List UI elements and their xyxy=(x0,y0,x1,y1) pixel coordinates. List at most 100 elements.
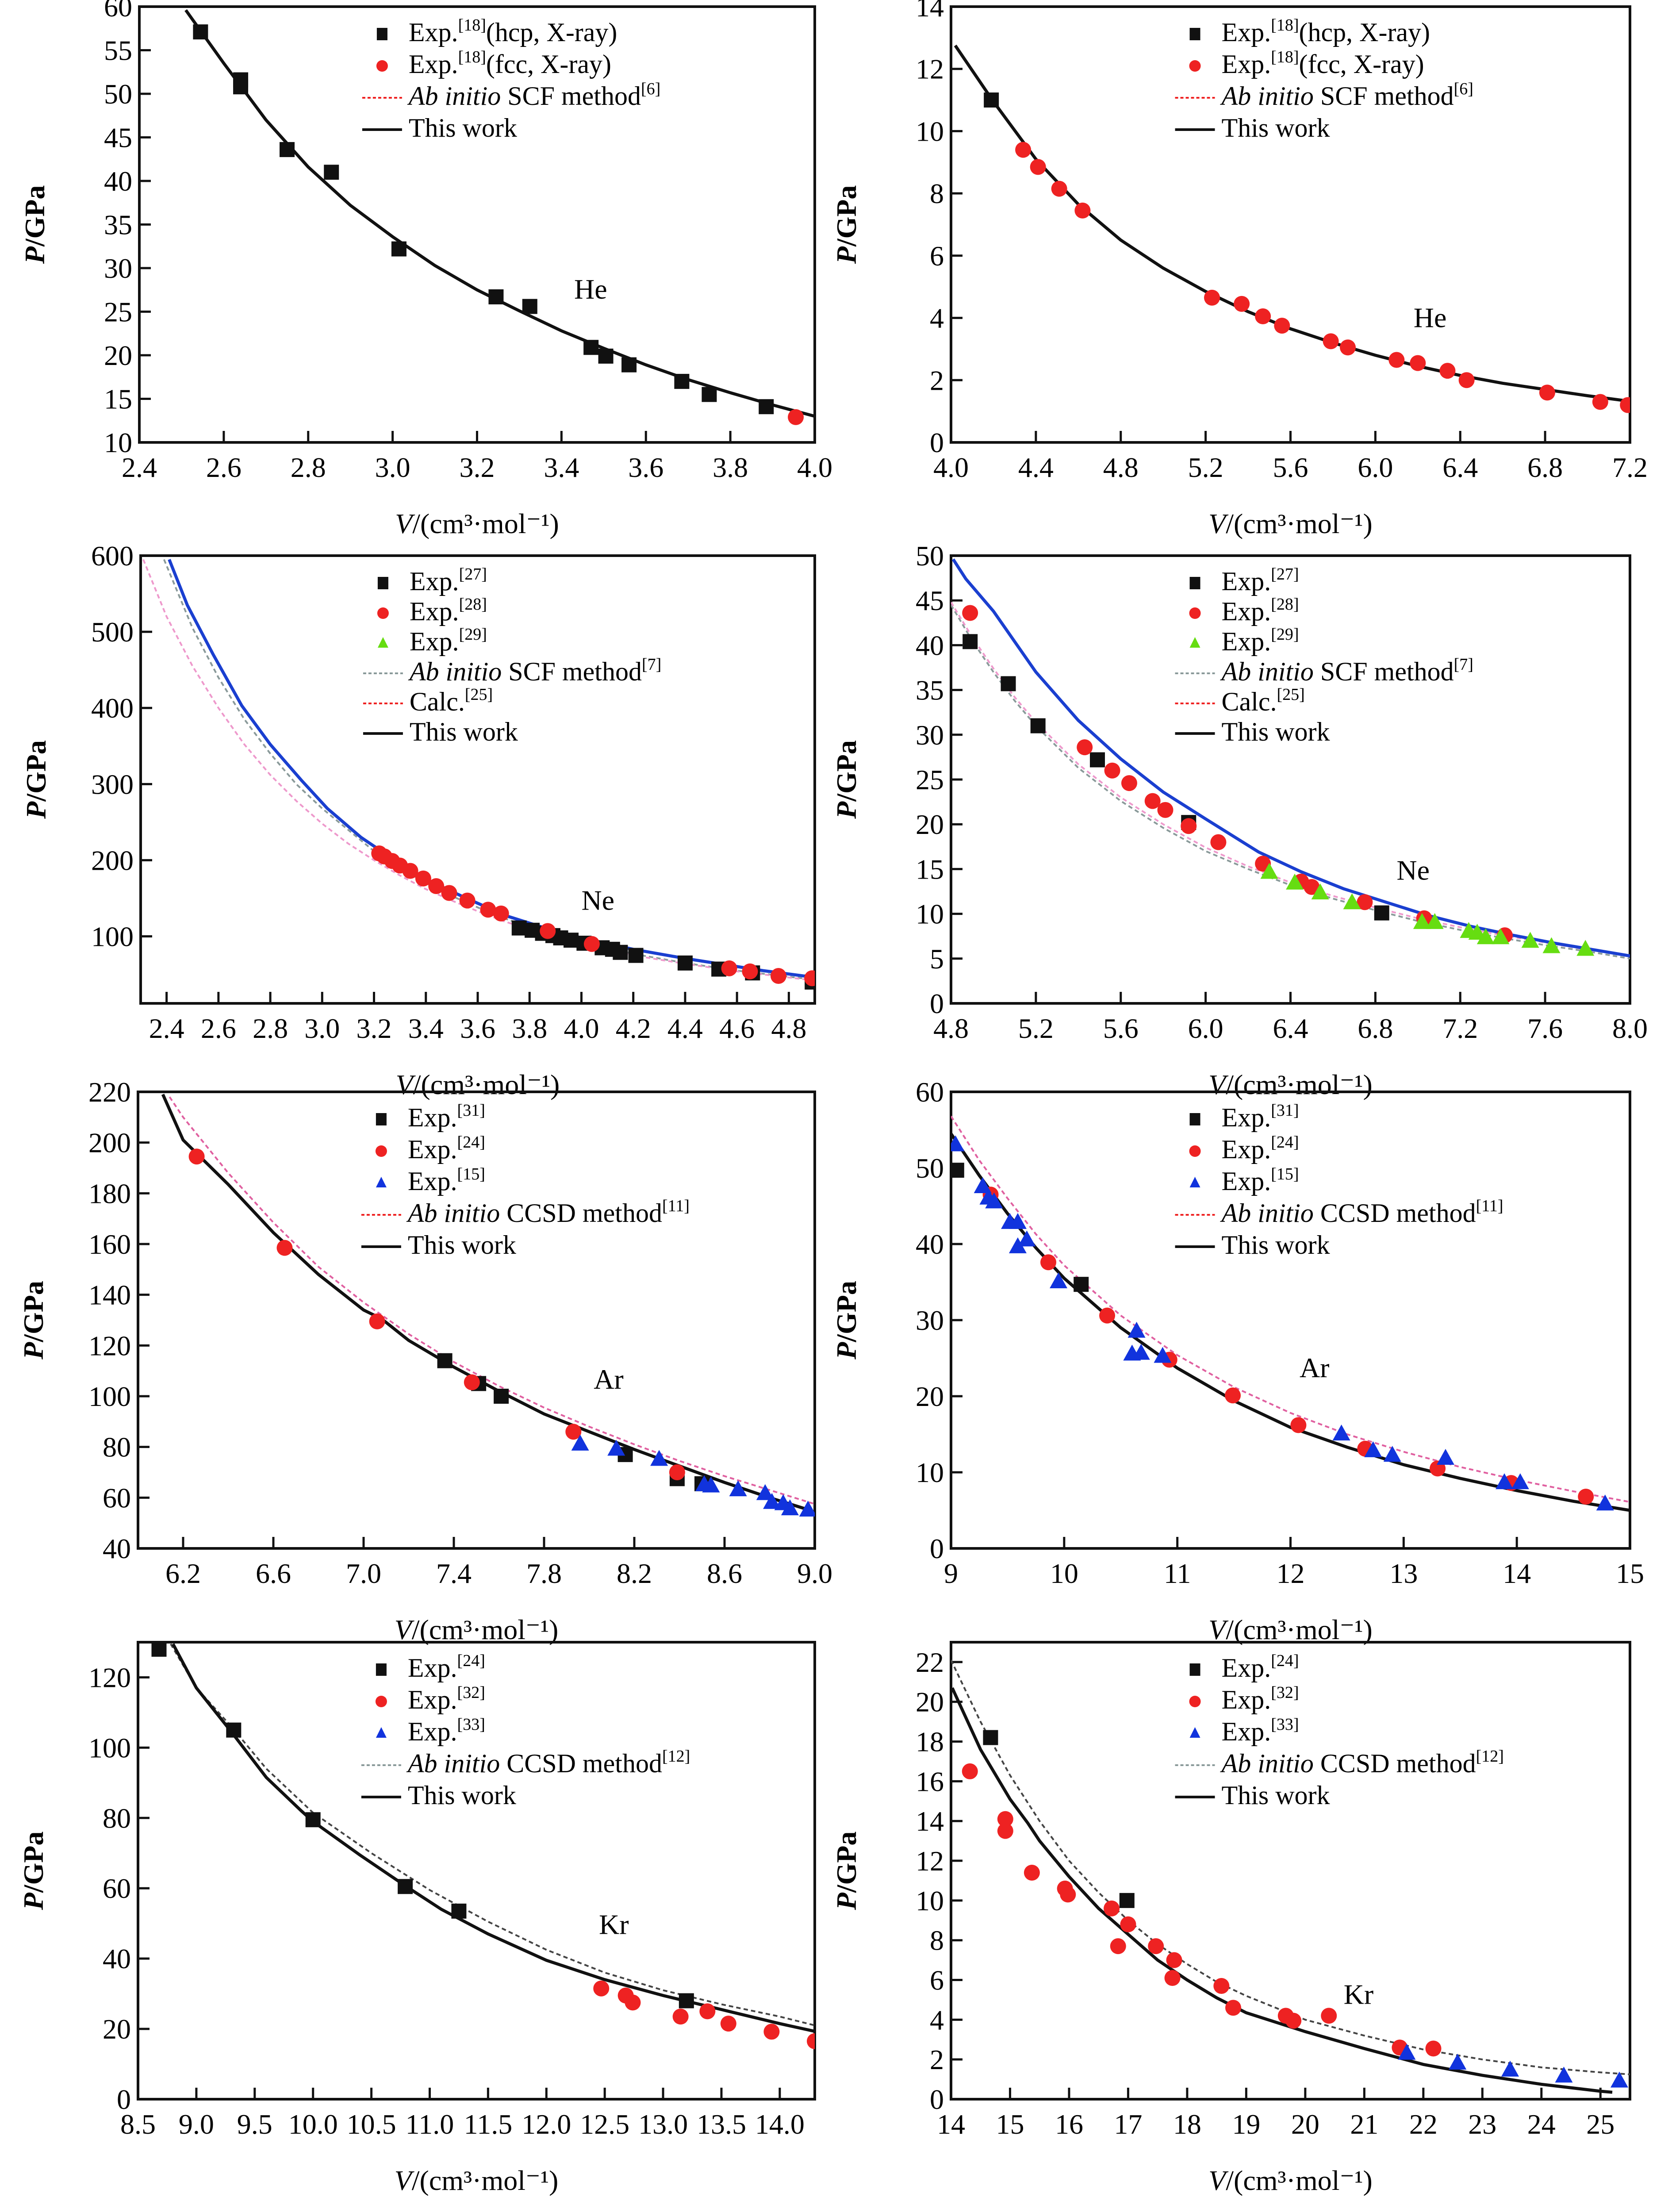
legend-text: Exp. xyxy=(1222,1167,1271,1196)
data-point-circle xyxy=(763,2024,780,2040)
y-axis-var: P xyxy=(19,246,50,264)
data-point-circle xyxy=(1210,834,1227,850)
x-tick-label: 23 xyxy=(1468,2108,1496,2140)
y-tick-label: 0 xyxy=(930,988,944,1019)
data-point-square xyxy=(324,165,339,180)
y-axis-label: P/GPa xyxy=(18,1281,49,1360)
y-tick-label: 15 xyxy=(104,384,132,415)
data-point-circle xyxy=(1157,802,1173,818)
legend-text: This work xyxy=(409,113,517,142)
x-axis-label: V/(cm³·mol⁻¹) xyxy=(1208,1069,1373,1100)
legend-entry: This work xyxy=(361,1781,516,1810)
y-tick-label: 4 xyxy=(930,303,944,334)
data-point-circle xyxy=(1458,372,1475,388)
legend-ref: [32] xyxy=(1271,1683,1299,1702)
legend-label: Calc.[25] xyxy=(1222,685,1305,716)
legend-ref: [7] xyxy=(642,655,661,674)
legend-ref: [11] xyxy=(1476,1197,1503,1215)
x-axis-var: V xyxy=(1208,2165,1229,2196)
legend-text: Exp. xyxy=(1222,1653,1271,1682)
x-tick-label: 7.2 xyxy=(1612,452,1648,483)
chart-he-low: 4.0 4.4 4.8 5.2 5.6 6.0 6.4 6.8 7.202468101214V/… xyxy=(831,0,1648,539)
legend-entry: Ab initio CCSD method[11] xyxy=(1175,1197,1503,1228)
x-tick-label: 16 xyxy=(1055,2108,1083,2140)
y-tick-label: 50 xyxy=(916,540,944,572)
y-tick-label: 20 xyxy=(916,1686,944,1718)
data-point-triangle xyxy=(1596,1494,1614,1511)
legend-entry: Exp.[32] xyxy=(1189,1683,1299,1714)
x-tick-label: 14 xyxy=(1503,1558,1531,1589)
y-tick-label: 200 xyxy=(88,1127,131,1159)
data-point-circle xyxy=(1040,1254,1057,1271)
x-axis-label: V/(cm³·mol⁻¹) xyxy=(1208,508,1373,539)
data-point-square xyxy=(494,1389,509,1404)
legend-text: CCSD method xyxy=(500,1198,662,1228)
data-point-circle xyxy=(1164,1970,1181,1986)
legend-ref: [27] xyxy=(459,565,487,584)
data-point-triangle xyxy=(1501,2060,1519,2077)
y-tick-label: 120 xyxy=(88,1662,131,1693)
x-tick-label: 8.0 xyxy=(1612,1013,1648,1044)
data-point-circle xyxy=(1144,793,1161,809)
legend-triangle-icon xyxy=(1189,1177,1200,1187)
data-point-square xyxy=(1001,676,1016,691)
legend-text: Exp. xyxy=(1222,1135,1271,1164)
data-point-triangle xyxy=(1413,913,1431,929)
y-tick-label: 30 xyxy=(104,253,132,284)
legend-circle-icon xyxy=(375,1696,387,1707)
x-tick-label: 4.6 xyxy=(719,1013,755,1044)
y-tick-label: 100 xyxy=(88,1732,131,1763)
legend-ref: [29] xyxy=(1271,625,1299,644)
y-tick-label: 14 xyxy=(916,1805,944,1837)
x-tick-label: 6.8 xyxy=(1358,1013,1393,1044)
legend-label: Ab initio SCF method[6] xyxy=(407,80,660,111)
data-point-square xyxy=(679,1993,694,2008)
data-point-square xyxy=(151,1642,167,1657)
legend-text: Exp. xyxy=(410,597,459,626)
x-tick-label: 9.0 xyxy=(179,2108,214,2140)
legend-triangle-icon xyxy=(376,1727,387,1738)
data-point-triangle xyxy=(1127,1321,1146,1338)
legend-text: Exp. xyxy=(1222,1103,1271,1132)
data-point-circle xyxy=(1148,1938,1164,1955)
data-point-circle xyxy=(1578,1489,1594,1505)
legend-label: Exp.[18](hcp, X-ray) xyxy=(409,16,617,47)
legend-text: This work xyxy=(408,1230,516,1260)
legend-label: Ab initio SCF method[6] xyxy=(1220,80,1473,111)
legend-label: This work xyxy=(1222,717,1330,746)
x-tick-label: 7.0 xyxy=(346,1558,381,1589)
x-tick-label: 19 xyxy=(1232,2108,1260,2140)
legend-text: Exp. xyxy=(1222,567,1271,596)
legend-entry: Exp.[24] xyxy=(375,1133,485,1164)
y-axis-var: P xyxy=(20,801,52,819)
data-point-circle xyxy=(1030,159,1046,175)
data-point-circle xyxy=(1110,1938,1126,1955)
x-axis-label: V/(cm³·mol⁻¹) xyxy=(395,2165,559,2196)
y-tick-label: 2 xyxy=(930,365,944,396)
data-point-triangle xyxy=(1332,1425,1350,1440)
legend-text: This work xyxy=(408,1781,516,1810)
y-tick-label: 35 xyxy=(104,209,132,241)
x-tick-label: 5.2 xyxy=(1188,452,1223,483)
data-point-square xyxy=(674,374,690,389)
series-line-3 xyxy=(172,1643,815,2033)
data-point-square xyxy=(951,1163,964,1178)
data-point-circle xyxy=(1181,818,1197,834)
legend-ref: [31] xyxy=(1271,1101,1299,1120)
legend-label: This work xyxy=(408,1781,516,1810)
legend-ref: [15] xyxy=(457,1165,485,1183)
data-point-circle xyxy=(997,1823,1013,1839)
data-point-circle xyxy=(962,1763,978,1779)
data-point-triangle xyxy=(1449,2054,1467,2070)
data-point-circle xyxy=(464,1374,480,1390)
x-tick-label: 2.4 xyxy=(122,452,157,483)
y-tick-label: 180 xyxy=(88,1178,131,1209)
data-point-triangle xyxy=(1542,937,1561,953)
data-point-square xyxy=(1074,1277,1089,1292)
series-line-3 xyxy=(142,559,815,982)
y-axis-var: P xyxy=(831,1892,862,1910)
data-point-circle xyxy=(540,923,556,939)
legend-entry: Ab initio SCF method[6] xyxy=(362,80,660,111)
y-axis-label: P/GPa xyxy=(18,1832,49,1911)
legend-ref: [18] xyxy=(458,48,486,66)
